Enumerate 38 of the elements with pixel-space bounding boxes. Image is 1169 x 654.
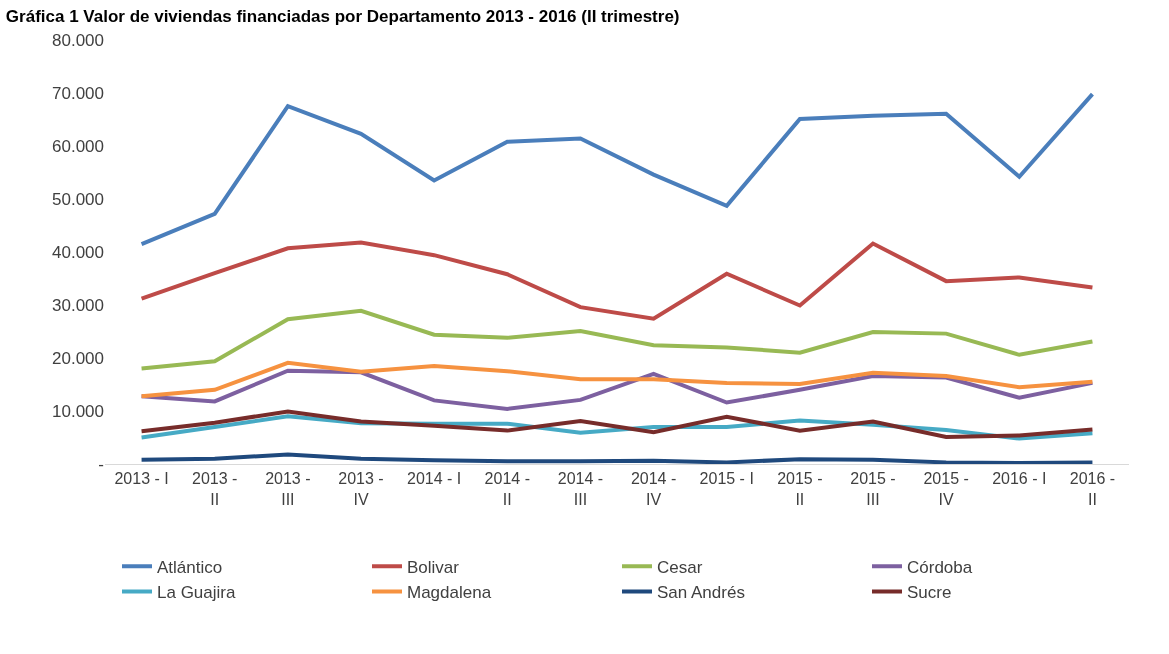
y-tick-label: 80.000 [52,30,104,50]
legend-label: Córdoba [907,557,973,577]
legend-label: Atlántico [157,557,223,577]
chart-title: Gráfica 1 Valor de viviendas financiadas por Departamento 2013 - 2016 (II trimestre) [5,6,680,26]
y-tick-label: 40.000 [52,242,104,262]
x-tick-label: 2013 - IV [338,470,384,508]
legend-label: Sucre [907,583,952,603]
y-tick-label: 20.000 [52,348,104,368]
y-tick-label: 30.000 [52,295,104,315]
legend-label: Cesar [657,557,703,577]
x-tick-label: 2016 - II [1069,470,1116,508]
legend-label: Magdalena [407,583,492,603]
x-tick-label: 2015 - IV [923,470,969,508]
line-series [139,240,1095,321]
line-series [139,368,1095,411]
line-series [139,452,1095,464]
x-tick-label: 2016 - I [992,470,1047,488]
x-tick-label: 2014 - IV [630,470,677,508]
y-tick-label: 70.000 [52,83,104,103]
legend-label: San Andrés [657,583,745,603]
x-tick-label: 2014 - II [484,470,530,508]
legend-label: Bolivar [407,557,460,577]
line-series [139,308,1095,371]
y-tick-label: 60.000 [52,136,104,156]
x-tick-label: 2013 - III [265,470,311,508]
x-tick-label: 2015 - I [699,470,754,488]
x-tick-label: 2015 - II [777,470,823,508]
x-tick-label: 2014 - I [407,470,462,488]
y-tick-label: - [98,454,104,474]
line-series [139,360,1095,399]
x-tick-label: 2013 - I [114,470,169,488]
line-series [139,92,1095,247]
legend-label: La Guajira [157,583,236,603]
x-tick-label: 2015 - III [850,470,896,508]
x-tick-label: 2013 - II [192,470,238,508]
x-tick-label: 2014 - III [557,470,604,508]
y-tick-label: 10.000 [52,401,104,421]
y-tick-label: 50.000 [52,189,104,209]
